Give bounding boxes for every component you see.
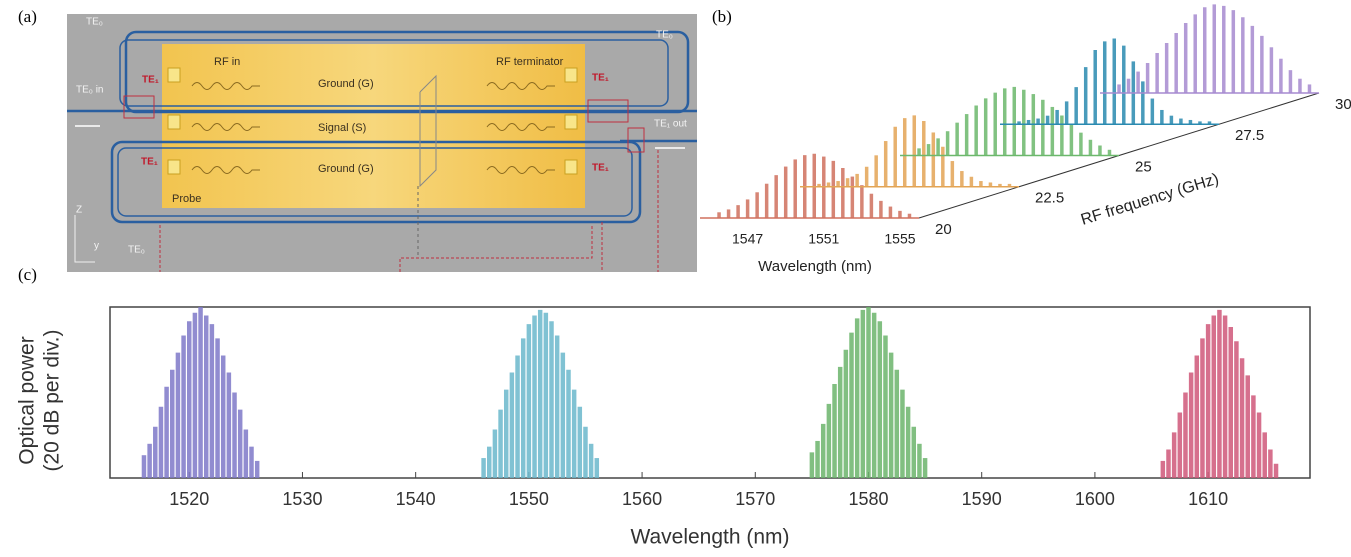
x-tick-label: 1580 <box>848 489 888 509</box>
z-tick-label: 20 <box>935 221 952 238</box>
x-tick-label: 1530 <box>282 489 322 509</box>
electrode-pads <box>167 67 578 175</box>
mode-label: TE₁ <box>592 73 609 84</box>
electrode-label: Ground (G) <box>318 78 374 90</box>
rf-label: RF in <box>214 56 240 68</box>
electrode-plate <box>162 44 585 208</box>
electrode-label: Ground (G) <box>318 163 374 175</box>
comb <box>481 309 600 478</box>
y-axis-label: (20 dB per div.) <box>41 329 64 471</box>
mode-label: TE₀ <box>656 30 673 41</box>
mode-label: TE₁ <box>142 75 159 86</box>
x-tick-label: 1590 <box>962 489 1002 509</box>
comb <box>141 307 260 478</box>
panel-label: (b) <box>712 7 732 26</box>
x-tick-label: 1610 <box>1188 489 1228 509</box>
comb <box>1160 309 1279 478</box>
spectrum <box>800 115 1019 188</box>
x-tick-label: 1540 <box>396 489 436 509</box>
axis-label: Z <box>76 205 82 216</box>
x-axis-label: Wavelength (nm) <box>758 258 872 275</box>
z-tick-label: 27.5 <box>1235 127 1264 144</box>
mode-label: TE₀ <box>128 245 145 256</box>
probe-label: Probe <box>172 193 201 205</box>
z-tick-label: 22.5 <box>1035 190 1064 207</box>
x-tick-label: 1550 <box>509 489 549 509</box>
axis-label: y <box>94 241 99 252</box>
rf-waves <box>74 74 685 263</box>
panel-label: (a) <box>18 7 37 26</box>
mode-label: TE₁ <box>592 163 609 174</box>
x-tick-label: 1560 <box>622 489 662 509</box>
x-tick-label: 1570 <box>735 489 775 509</box>
x-tick-label: 1551 <box>808 231 839 247</box>
couplers <box>123 95 659 272</box>
y-axis-label: Optical power <box>16 336 39 464</box>
electrode-label: Signal (S) <box>318 122 366 134</box>
x-tick-label: 1600 <box>1075 489 1115 509</box>
waveguides <box>67 30 697 224</box>
mode-label: TE₁ out <box>654 119 687 130</box>
panel-label: (c) <box>18 265 37 284</box>
mode-label: TE₀ in <box>76 85 104 96</box>
device-diagram: TE₀ TE₀ in TE₁ RF in Ground (G) Signal (… <box>67 14 697 272</box>
spectrum <box>900 86 1119 157</box>
z-tick-label: 25 <box>1135 158 1152 175</box>
z-axis-label: RF frequency (GHz) <box>1079 171 1221 229</box>
comb <box>809 307 928 478</box>
rf-label: RF terminator <box>496 56 564 68</box>
plot-frame <box>109 306 1311 479</box>
x-tick-label: 1520 <box>169 489 209 509</box>
x-axis-label: Wavelength (nm) <box>630 526 789 549</box>
mode-label: TE₁ <box>141 157 158 168</box>
x-tick-label: 1547 <box>732 231 763 247</box>
z-tick-label: 30 <box>1335 96 1351 113</box>
mode-label: TE₀ <box>86 17 103 28</box>
x-tick-label: 1555 <box>884 231 915 247</box>
spectrum <box>1100 4 1319 94</box>
